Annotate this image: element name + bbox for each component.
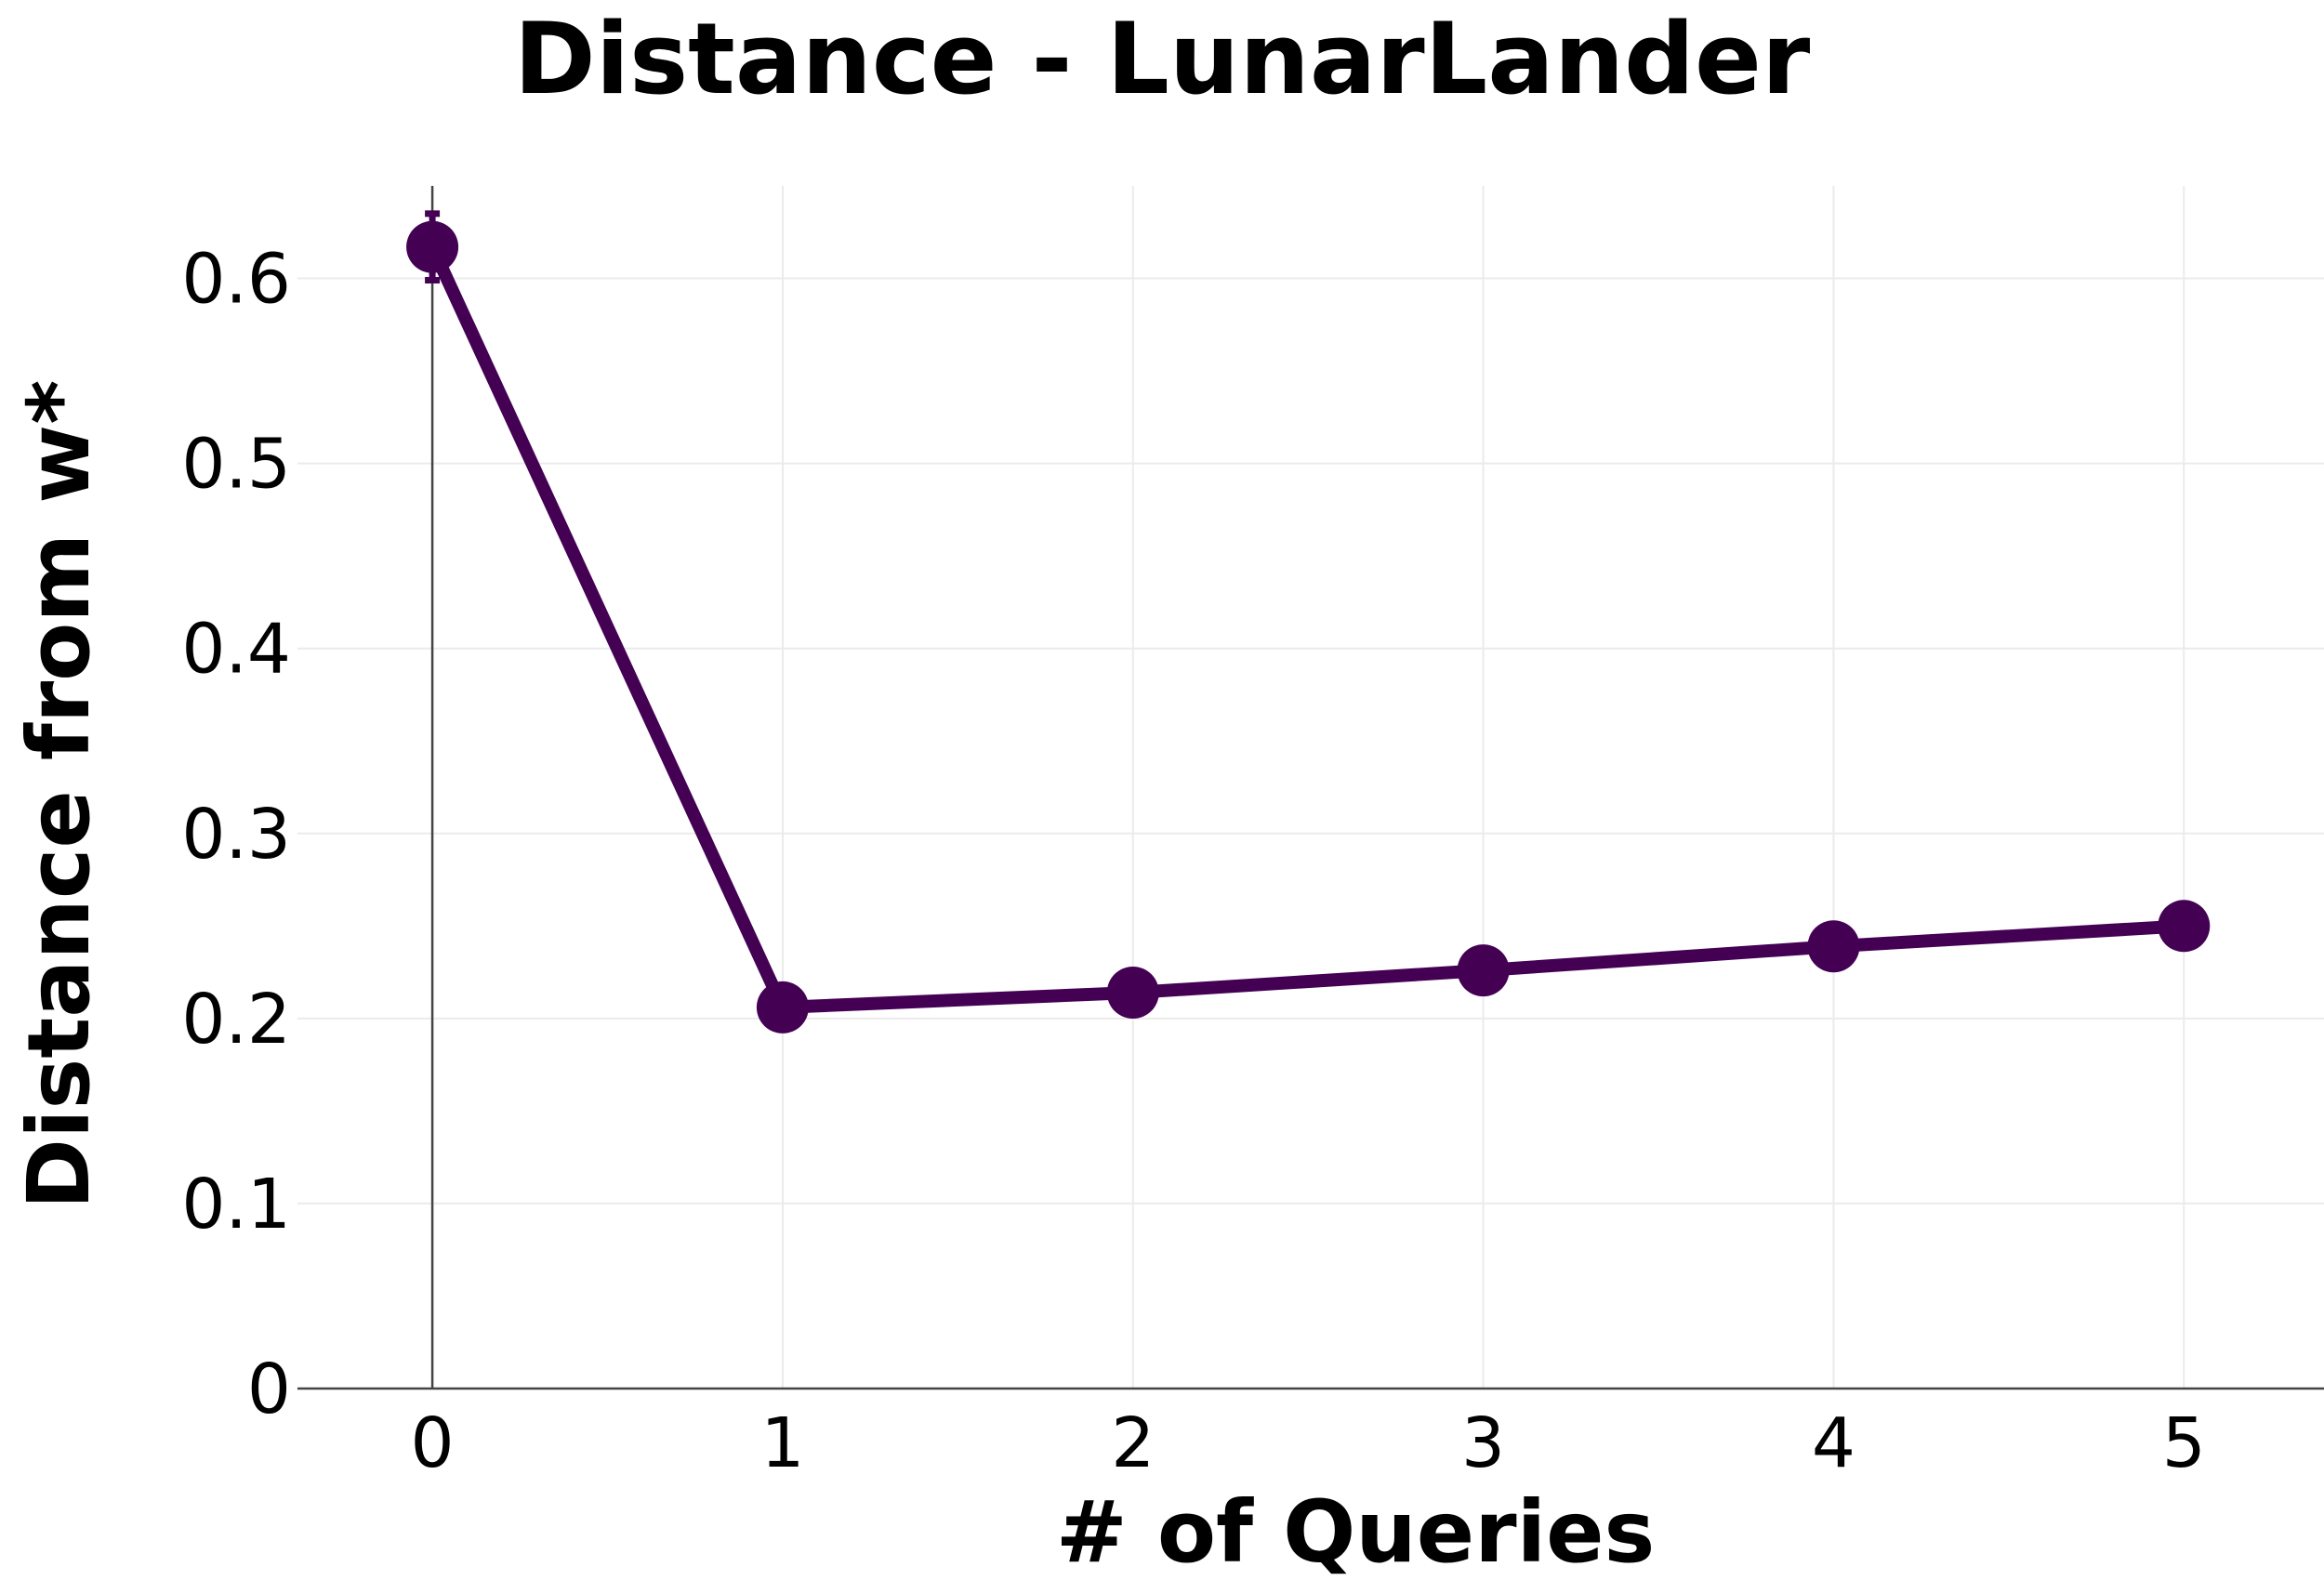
data-point — [1807, 920, 1860, 973]
x-tick-label: 5 — [2162, 1403, 2206, 1483]
y-tick-label: 0 — [247, 1350, 291, 1429]
y-tick-label: 0.5 — [181, 425, 291, 505]
x-tick-label: 2 — [1111, 1403, 1155, 1483]
data-point — [406, 220, 459, 273]
x-tick-label: 3 — [1461, 1403, 1505, 1483]
data-point — [756, 981, 809, 1034]
x-tick-label: 1 — [760, 1403, 804, 1483]
y-tick-label: 0.6 — [181, 240, 291, 320]
y-tick-label: 0.3 — [181, 795, 291, 875]
y-tick-label: 0.4 — [181, 610, 291, 690]
x-axis-title: # of Queries — [1056, 1482, 1656, 1580]
data-point — [1106, 966, 1159, 1019]
y-tick-label: 0.1 — [181, 1165, 291, 1244]
y-axis-title: Distance from w* — [9, 380, 109, 1210]
x-tick-label: 4 — [1812, 1403, 1855, 1483]
series-line — [426, 244, 2185, 1014]
data-point — [2158, 900, 2211, 953]
y-tick-label: 0.2 — [181, 980, 291, 1060]
data-point — [1457, 944, 1510, 997]
x-tick-label: 0 — [411, 1403, 455, 1483]
chart-title: Distance - LunarLander — [514, 2, 1810, 116]
plot-area: 0 1 2 3 4 5 0 0.1 0.2 0.3 0.4 0.5 0.6 — [181, 186, 2324, 1483]
